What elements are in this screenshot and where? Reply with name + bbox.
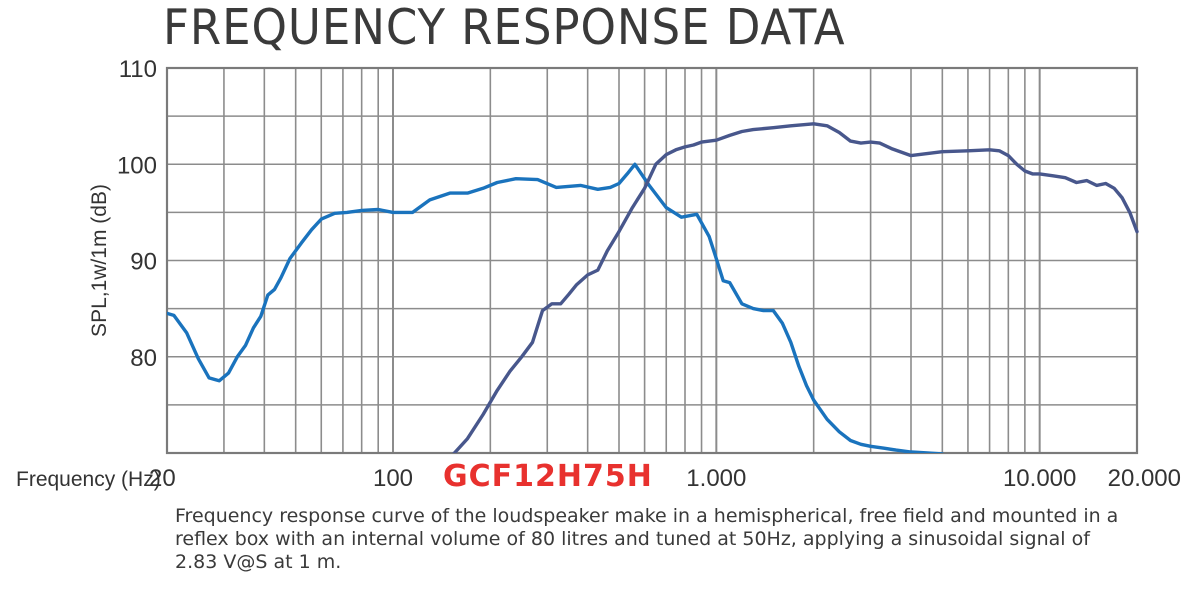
series-line-1 [167,162,944,453]
x-tick-label: 100 [373,465,413,492]
y-axis-label: SPL,1w/1m (dB) [88,184,111,337]
chart-axis-labels: 110 100 90 80 20 100 1.000 10.000 20.000 Frequenc… [16,56,1181,492]
x-tick-label: 20.000 [1108,465,1181,492]
x-tick-label: 1.000 [686,465,746,492]
chart-caption: Frequency response curve of the loudspea… [175,505,1119,573]
chart-series [167,122,1139,453]
series-line-2 [452,122,1139,453]
x-tick-label: 20 [149,465,176,492]
x-axis-label: Frequency (Hz) [16,468,161,491]
model-label: GCF12H75H [443,459,653,494]
y-tick-label: 90 [130,249,157,276]
x-tick-label: 10.000 [1003,465,1076,492]
chart-title: FREQUENCY RESPONSE DATA [163,0,846,56]
y-tick-label: 100 [117,152,157,179]
y-tick-label: 110 [119,56,157,83]
y-tick-label: 80 [130,345,157,372]
chart-grid [165,66,1139,455]
plot-frame [165,66,1139,455]
